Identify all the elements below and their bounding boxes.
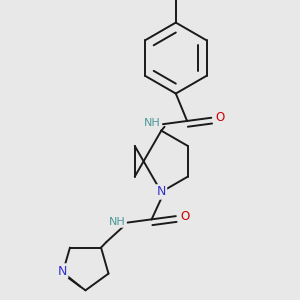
Text: N: N [58,265,67,278]
Text: O: O [180,210,190,223]
Text: O: O [216,111,225,124]
Text: NH: NH [144,118,161,128]
Text: N: N [157,185,166,198]
Text: NH: NH [109,217,125,226]
